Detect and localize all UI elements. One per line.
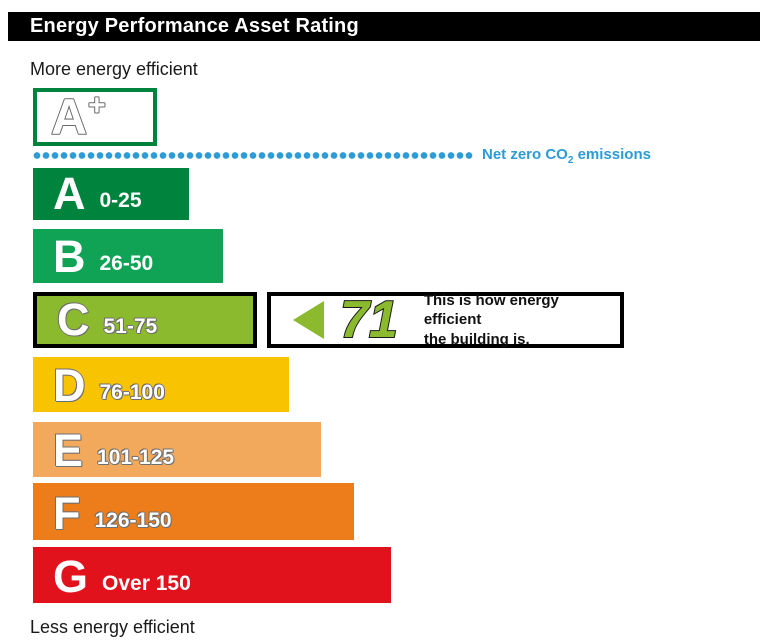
band-c-letter: C xyxy=(57,294,90,346)
current-rating-indicator: 71 This is how energy efficient the buil… xyxy=(267,292,624,348)
band-d-range: 76-100 xyxy=(99,381,165,404)
band-a-plus-sign: + xyxy=(87,89,106,122)
band-a-letter: A xyxy=(53,168,86,220)
band-a-range: 0-25 xyxy=(99,189,142,212)
band-c-current: C 51-75 xyxy=(33,292,257,348)
net-zero-text-prefix: Net zero CO xyxy=(482,146,568,163)
band-g: G Over 150 xyxy=(33,547,391,603)
band-f-letter: F xyxy=(53,488,81,540)
net-zero-label: Net zero CO2 emissions xyxy=(482,146,651,166)
rating-description-line2: the building is. xyxy=(423,330,530,348)
band-g-letter: G xyxy=(53,551,89,603)
band-d: D 76-100 xyxy=(33,357,289,412)
band-e-letter: E xyxy=(53,425,84,477)
band-c-range: 51-75 xyxy=(103,315,158,338)
band-d-letter: D xyxy=(53,360,86,412)
net-zero-dotted-line xyxy=(33,151,473,160)
band-b: B 26-50 xyxy=(33,229,223,283)
band-b-range: 26-50 xyxy=(99,252,154,275)
band-a: A 0-25 xyxy=(33,168,189,220)
band-b-letter: B xyxy=(53,231,86,283)
band-g-range: Over 150 xyxy=(102,572,191,595)
band-e: E 101-125 xyxy=(33,422,321,477)
more-efficient-label: More energy efficient xyxy=(30,59,198,79)
band-a-plus-letter: A xyxy=(50,89,88,145)
rating-value: 71 xyxy=(339,290,399,349)
net-zero-subscript: 2 xyxy=(567,155,574,166)
band-e-range: 101-125 xyxy=(97,446,175,469)
less-efficient-label: Less energy efficient xyxy=(30,617,195,637)
left-arrow-icon xyxy=(293,301,324,339)
rating-description-line1: This is how energy efficient xyxy=(423,292,559,329)
band-f: F 126-150 xyxy=(33,483,354,540)
band-f-range: 126-150 xyxy=(94,509,172,532)
page-title: Energy Performance Asset Rating xyxy=(30,15,359,37)
rating-description: This is how energy efficient the buildin… xyxy=(424,291,620,348)
net-zero-text-suffix: emissions xyxy=(573,146,651,163)
band-a-plus: A + xyxy=(33,88,157,146)
title-bar: Energy Performance Asset Rating xyxy=(8,12,760,41)
